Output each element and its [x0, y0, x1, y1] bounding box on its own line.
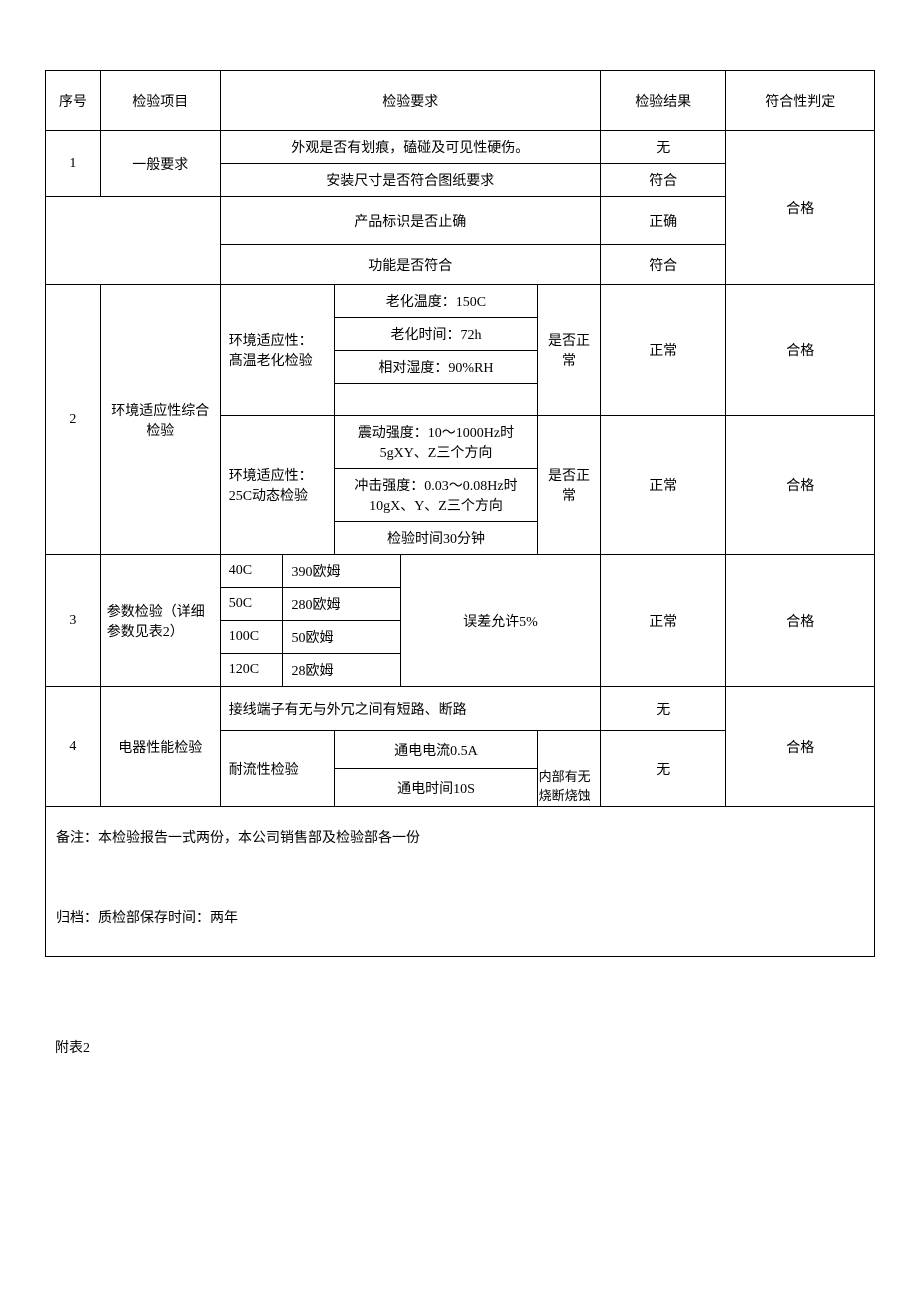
table-header-row: 序号 检验项目 检验要求 检验结果 符合性判定 — [46, 71, 875, 131]
remark-cell: 备注：本检验报告一式两份，本公司销售部及检验部各一份 归档：质检部保存时间：两年 — [46, 807, 875, 957]
row1-res1: 无 — [600, 131, 726, 164]
seq-3: 3 — [46, 555, 101, 687]
row3-v2: 280欧姆 — [283, 588, 401, 621]
row1-judge: 合格 — [726, 131, 875, 285]
item-3: 参数检验（详细参数见表2） — [100, 555, 220, 687]
row3-judge: 合格 — [726, 555, 875, 687]
header-seq: 序号 — [46, 71, 101, 131]
row2-sub1-p2: 老化时间：72h — [334, 318, 537, 351]
row3-result: 正常 — [600, 555, 726, 687]
row1-res2: 符合 — [600, 164, 726, 197]
row2-sub2-p1: 震动强度：10～1000Hz时5gXY、Z三个方向 — [334, 416, 537, 469]
row4-sub-check: 内部有无烧断烧蚀 — [537, 766, 592, 804]
row3-v1: 390欧姆 — [283, 555, 401, 588]
row4-req1: 接线端子有无与外冗之间有短路、断路 — [220, 687, 600, 731]
row2-sub2-p3: 检验时间30分钟 — [334, 522, 537, 555]
row2-sub1-judge: 合格 — [726, 285, 875, 416]
row3-tolerance: 误差允许5% — [401, 555, 601, 687]
table-row: 3 参数检验（详细参数见表2） 40C 390欧姆 误差允许5% 正常 合格 — [46, 555, 875, 588]
item-2: 环境适应性综合检验 — [100, 285, 220, 555]
row3-t4: 120C — [220, 654, 283, 687]
row4-sub-p2: 通电时间10S 内部有无烧断烧蚀 — [334, 769, 537, 807]
header-item: 检验项目 — [100, 71, 220, 131]
inspection-table: 序号 检验项目 检验要求 检验结果 符合性判定 1 一般要求 外观是否有划痕，磕… — [45, 70, 875, 957]
row2-sub1-p3: 相对湿度：90%RH — [334, 351, 537, 384]
remark-line2: 归档：质检部保存时间：两年 — [56, 907, 864, 927]
row1-req3: 产品标识是否止确 — [220, 197, 600, 245]
item-4: 电器性能检验 — [100, 687, 220, 807]
table-row: 1 一般要求 外观是否有划痕，磕碰及可见性硬伤。 无 合格 — [46, 131, 875, 164]
row3-t2: 50C — [220, 588, 283, 621]
row3-t1: 40C — [220, 555, 283, 588]
row4-judge: 合格 — [726, 687, 875, 807]
row2-sub1-p1: 老化温度：150C — [334, 285, 537, 318]
row1-req1: 外观是否有划痕，磕碰及可见性硬伤。 — [220, 131, 600, 164]
row2-sub2-p2: 冲击强度：0.03～0.08Hz时10gX、Y、Z三个方向 — [334, 469, 537, 522]
row2-sub1-check: 是否正常 — [538, 285, 601, 416]
row2-sub1-label: 环境适应性： 髙温老化检验 — [220, 285, 334, 416]
row2-sub2-result: 正常 — [600, 416, 726, 555]
row4-sub-p2-text: 通电时间10S — [397, 782, 475, 797]
row3-t3: 100C — [220, 621, 283, 654]
table-row: 2 环境适应性综合检验 环境适应性： 髙温老化检验 老化温度：150C 是否正常… — [46, 285, 875, 318]
seq-4: 4 — [46, 687, 101, 807]
header-judge: 符合性判定 — [726, 71, 875, 131]
seq-2: 2 — [46, 285, 101, 555]
item-1: 一般要求 — [100, 131, 220, 197]
row4-res1: 无 — [600, 687, 726, 731]
row2-sub2-judge: 合格 — [726, 416, 875, 555]
row1-res3: 正确 — [600, 197, 726, 245]
remark-line1: 备注：本检验报告一式两份，本公司销售部及检验部各一份 — [56, 827, 864, 847]
row2-sub2-label: 环境适应性：25C动态检验 — [220, 416, 334, 555]
row4-sub-label: 耐流性检验 — [220, 731, 334, 807]
appendix-label: 附表2 — [45, 1037, 875, 1057]
row4-sub-result: 无 — [600, 731, 726, 807]
remark-row: 备注：本检验报告一式两份，本公司销售部及检验部各一份 归档：质检部保存时间：两年 — [46, 807, 875, 957]
table-row: 4 电器性能检验 接线端子有无与外冗之间有短路、断路 无 合格 — [46, 687, 875, 731]
row2-sub2-check: 是否正常 — [538, 416, 601, 555]
row3-v4: 28欧姆 — [283, 654, 401, 687]
header-req: 检验要求 — [220, 71, 600, 131]
row1-req4: 功能是否符合 — [220, 245, 600, 285]
row3-v3: 50欧姆 — [283, 621, 401, 654]
row1-req2: 安装尺寸是否符合图纸要求 — [220, 164, 600, 197]
row4-sub-p1: 通电电流0.5A — [334, 731, 537, 769]
seq-1: 1 — [46, 131, 101, 197]
row1-res4: 符合 — [600, 245, 726, 285]
row2-sub1-result: 正常 — [600, 285, 726, 416]
header-result: 检验结果 — [600, 71, 726, 131]
